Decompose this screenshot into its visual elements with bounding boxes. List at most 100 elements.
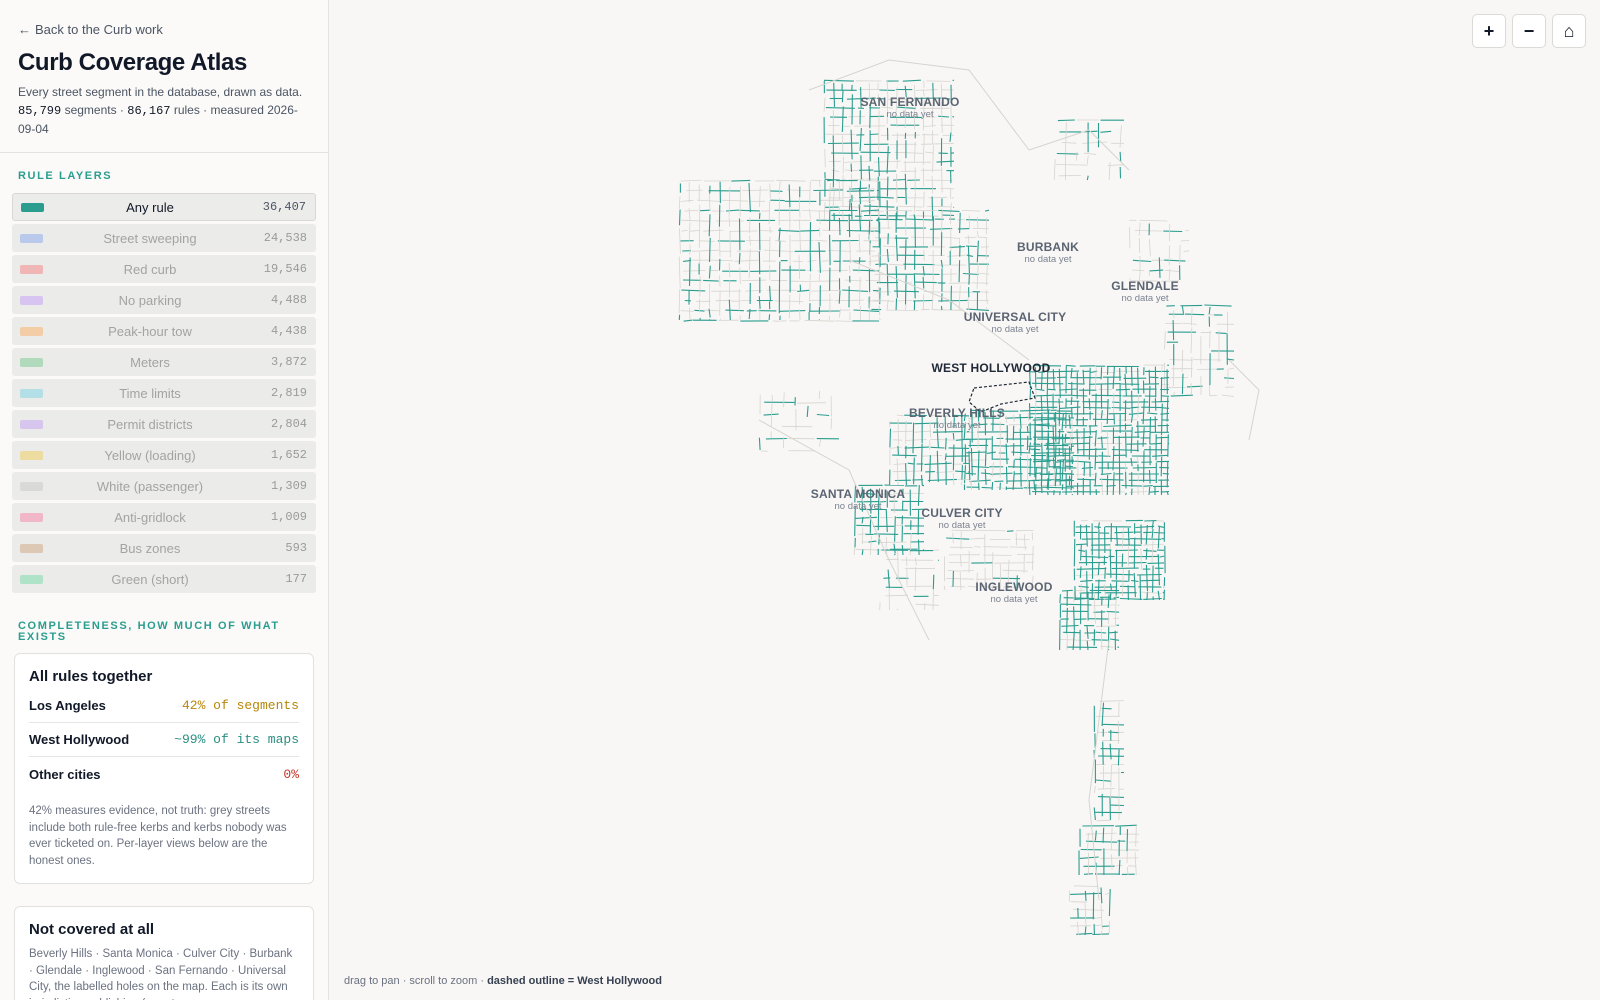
street-segment [924, 151, 934, 154]
street-segment [807, 260, 817, 262]
street-segment [1077, 478, 1096, 481]
street-segment [728, 262, 731, 278]
street-segment [932, 431, 963, 433]
street-segment [731, 179, 751, 182]
street-segment [1041, 442, 1043, 460]
street-segment [1059, 406, 1081, 409]
street-segment [1108, 888, 1111, 917]
street-segment [931, 196, 934, 221]
street-segment [1036, 417, 1067, 419]
street-segment [912, 422, 915, 454]
rule-layer-list: Any rule 36,407 Street sweeping 24,538 Red c… [0, 193, 328, 593]
street-segment [1062, 442, 1090, 445]
street-segment [1126, 866, 1129, 876]
street-segment [947, 570, 960, 572]
street-segment [879, 500, 887, 503]
layer-toggle[interactable]: Anti-gridlock 1,009 [12, 503, 316, 531]
layer-toggle[interactable]: Green (short) 177 [12, 565, 316, 593]
street-segment [1108, 161, 1111, 181]
street-segment [828, 183, 831, 211]
layer-toggle[interactable]: Yellow (loading) 1,652 [12, 441, 316, 469]
street-segment [909, 532, 912, 556]
street-segment [878, 217, 880, 248]
street-segment [1034, 424, 1057, 427]
street-segment [728, 299, 731, 321]
street-segment [1112, 472, 1115, 496]
street-segment [1059, 388, 1078, 391]
layer-toggle[interactable]: Red curb 19,546 [12, 255, 316, 283]
layer-swatch [20, 295, 43, 305]
street-segment [854, 485, 857, 503]
layer-toggle[interactable]: Bus zones 593 [12, 534, 316, 562]
street-segment [1126, 829, 1129, 852]
layer-toggle[interactable]: White (passenger) 1,309 [12, 472, 316, 500]
street-segment [681, 289, 706, 292]
street-segment [1005, 415, 1008, 423]
street-segment [986, 451, 996, 454]
street-segment [964, 236, 977, 239]
street-segment [823, 97, 826, 112]
street-segment [1119, 125, 1122, 148]
coverage-map[interactable]: SAN FERNANDO no data yet BURBANK no data ye… [329, 0, 1600, 1000]
street-segment [1149, 490, 1159, 493]
street-segment [763, 249, 794, 252]
street-segment [922, 276, 925, 289]
zoom-out-button[interactable]: − [1512, 14, 1546, 48]
street-segment [841, 106, 844, 133]
layer-toggle[interactable]: Street sweeping 24,538 [12, 224, 316, 252]
street-segment [1075, 589, 1085, 591]
arterial-road [1028, 129, 1130, 171]
street-segment [759, 230, 774, 232]
layer-count: 2,804 [270, 417, 307, 431]
street-segment [952, 432, 955, 440]
street-segment [776, 179, 806, 182]
street-segment [725, 309, 744, 312]
street-segment [1146, 592, 1148, 601]
layer-swatch [20, 357, 43, 367]
zoom-in-button[interactable]: + [1472, 14, 1506, 48]
street-segment [1070, 396, 1073, 406]
layer-toggle[interactable]: Meters 3,872 [12, 348, 316, 376]
street-segment [861, 492, 876, 495]
street-segment [811, 290, 842, 292]
street-segment [905, 420, 907, 444]
street-segment [944, 97, 951, 100]
back-link[interactable]: ← Back to the Curb work [18, 22, 310, 37]
street-segment [689, 307, 691, 321]
layer-toggle[interactable]: Time limits 2,819 [12, 379, 316, 407]
street-segment [811, 280, 840, 282]
street-segment [721, 199, 749, 202]
street-segment [1164, 259, 1186, 262]
street-segment [1152, 454, 1169, 457]
street-segment [868, 540, 877, 543]
coverage-city: Los Angeles [29, 698, 106, 713]
street-segment [1172, 320, 1175, 341]
street-segment [914, 216, 916, 248]
street-segment [1026, 483, 1029, 491]
street-segment [818, 242, 821, 273]
street-segment [1134, 852, 1137, 876]
street-segment [1047, 471, 1050, 491]
layer-toggle[interactable]: Peak-hour tow 4,438 [12, 317, 316, 345]
street-segment [878, 535, 880, 545]
street-segment [1102, 849, 1127, 851]
street-network[interactable] [329, 0, 1600, 1000]
home-icon[interactable]: ⌂ [1552, 14, 1586, 48]
street-segment [915, 89, 938, 91]
layer-toggle[interactable]: Any rule 36,407 [12, 193, 316, 221]
street-segment [758, 296, 761, 309]
layer-toggle[interactable]: No parking 4,488 [12, 286, 316, 314]
street-segment [708, 237, 711, 263]
city-label: UNIVERSAL CITY no data yet [964, 310, 1067, 335]
layer-toggle[interactable]: Permit districts 2,804 [12, 410, 316, 438]
street-segment [788, 294, 791, 319]
street-segment [684, 209, 699, 212]
layer-swatch [20, 512, 43, 522]
street-segment [984, 209, 990, 212]
street-segment [877, 252, 880, 271]
street-segment [981, 486, 993, 489]
street-segment [801, 210, 830, 212]
street-segment [1076, 567, 1107, 570]
street-segment [1079, 856, 1099, 859]
street-segment [848, 187, 868, 190]
